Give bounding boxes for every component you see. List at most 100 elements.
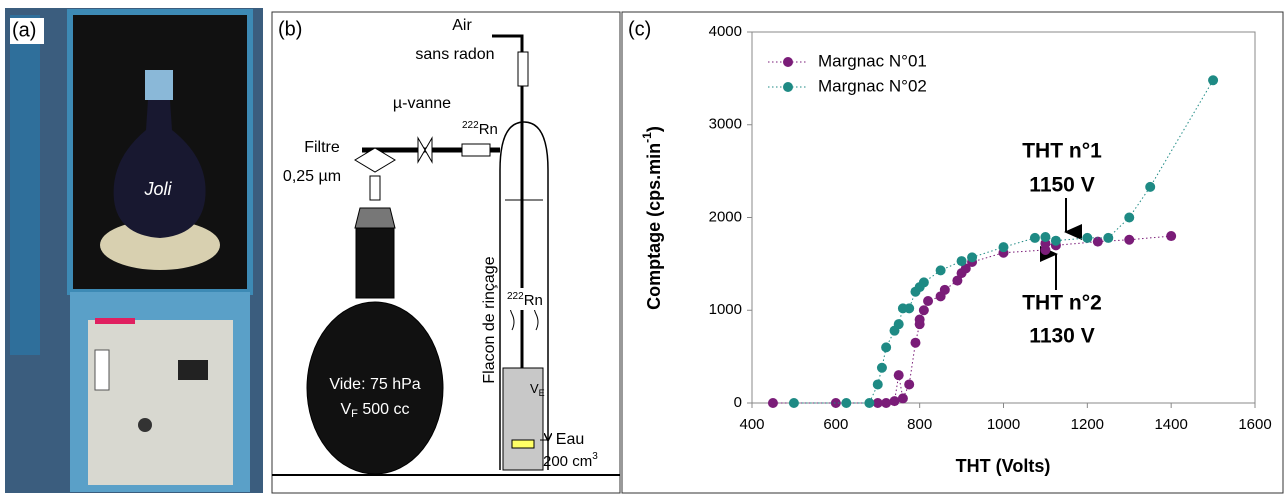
legend-marker (783, 57, 793, 67)
point (788, 398, 799, 408)
instrument-panel (88, 320, 233, 485)
x-tick-label: 1400 (1154, 416, 1187, 433)
point (1082, 232, 1093, 243)
air-sub: sans radon (415, 46, 494, 63)
photo: (a) Joli (5, 8, 263, 493)
vol: 200 cm (543, 453, 592, 470)
point (872, 379, 883, 390)
point (864, 398, 875, 408)
outlet-joint (461, 143, 491, 157)
series-line (793, 79, 1214, 404)
panel-strip (95, 318, 135, 324)
frit (511, 439, 535, 449)
diagram (271, 11, 621, 494)
point (956, 256, 967, 267)
point (939, 284, 950, 295)
point (767, 398, 778, 408)
v-rest: 500 cc (358, 401, 410, 418)
rn-text: Rn (524, 292, 543, 309)
point (1103, 232, 1114, 243)
y-tick-label: 1000 (709, 301, 742, 318)
point (1040, 231, 1051, 242)
y-axis-title: Comptage (cps.min-1) (640, 126, 664, 310)
point (830, 398, 841, 408)
point (952, 275, 963, 286)
point (967, 252, 978, 263)
point (1050, 235, 1061, 246)
panel-label: (a) (12, 19, 36, 41)
point (918, 305, 929, 316)
legend-label: Margnac N°01 (818, 51, 927, 70)
point (881, 342, 892, 353)
point (881, 398, 892, 408)
panel-label: (c) (628, 18, 651, 40)
filter-size: 0,25 µm (283, 168, 341, 185)
valve (417, 136, 433, 164)
y-title-sup: -1 (640, 132, 654, 143)
rn-label: 222Rn (507, 291, 543, 309)
rinse-flask (499, 121, 549, 470)
point (872, 398, 883, 408)
x-tick-label: 800 (907, 416, 932, 433)
x-axis-title: THT (Volts) (956, 456, 1051, 476)
water-vol: 200 cm3 (543, 451, 598, 470)
filter-neck (369, 175, 381, 201)
point (935, 265, 946, 276)
point (1166, 231, 1177, 242)
y-title-text: Comptage (cps.min (644, 143, 664, 310)
v: V (341, 401, 352, 418)
flask-text: Joli (143, 179, 172, 199)
case-door (10, 15, 40, 355)
y-tick-label: 4000 (709, 23, 742, 40)
panel-border (621, 11, 1284, 494)
annotation: THT n°2 (1022, 292, 1102, 315)
rn-label: 222Rn (462, 120, 498, 138)
annotation: THT n°1 (1022, 140, 1102, 163)
label-bg (10, 18, 44, 44)
rn-sup: 222 (507, 291, 524, 302)
point (904, 303, 915, 314)
point (960, 263, 971, 274)
x-tick-label: 600 (823, 416, 848, 433)
display (178, 360, 208, 380)
point (1092, 236, 1103, 247)
rn-sup: 222 (462, 120, 479, 131)
point (1029, 232, 1040, 243)
v-sub: E (539, 388, 545, 398)
point (1145, 181, 1156, 192)
base (100, 220, 220, 270)
flask (113, 100, 206, 238)
point (914, 314, 925, 325)
v: V (530, 381, 539, 396)
point (910, 337, 921, 348)
point (876, 362, 887, 373)
annotation: 1130 V (1029, 325, 1094, 348)
point (904, 379, 915, 390)
y-tick-label: 3000 (709, 116, 742, 133)
air-pipe (492, 34, 524, 470)
point (1124, 234, 1135, 245)
cap (145, 70, 173, 100)
volume-label: VF 500 cc (341, 401, 410, 420)
point (998, 242, 1009, 253)
y-tick-label: 0 (734, 394, 742, 411)
point (897, 393, 908, 404)
chart: (c) THT (Volts) Comptage (cps.min-1) THT… (621, 11, 1284, 494)
rn-text: Rn (479, 121, 498, 138)
legend-marker (783, 82, 793, 92)
panel-border (271, 11, 621, 494)
stopper (354, 207, 396, 229)
diagram-text: (b) Air sans radon µ-vanne 222Rn Filtre … (278, 17, 598, 470)
rn-bg (506, 288, 542, 310)
y-tick-label: 2000 (709, 208, 742, 225)
x-tick-label: 1000 (987, 416, 1020, 433)
x-tick-label: 400 (739, 416, 764, 433)
point (893, 319, 904, 330)
x-tick-label: 1600 (1238, 416, 1271, 433)
inlet-arrow (517, 51, 529, 87)
y-title-end: ) (644, 126, 664, 132)
point (918, 277, 929, 288)
filter (354, 147, 396, 173)
v-sub: F (351, 408, 358, 420)
